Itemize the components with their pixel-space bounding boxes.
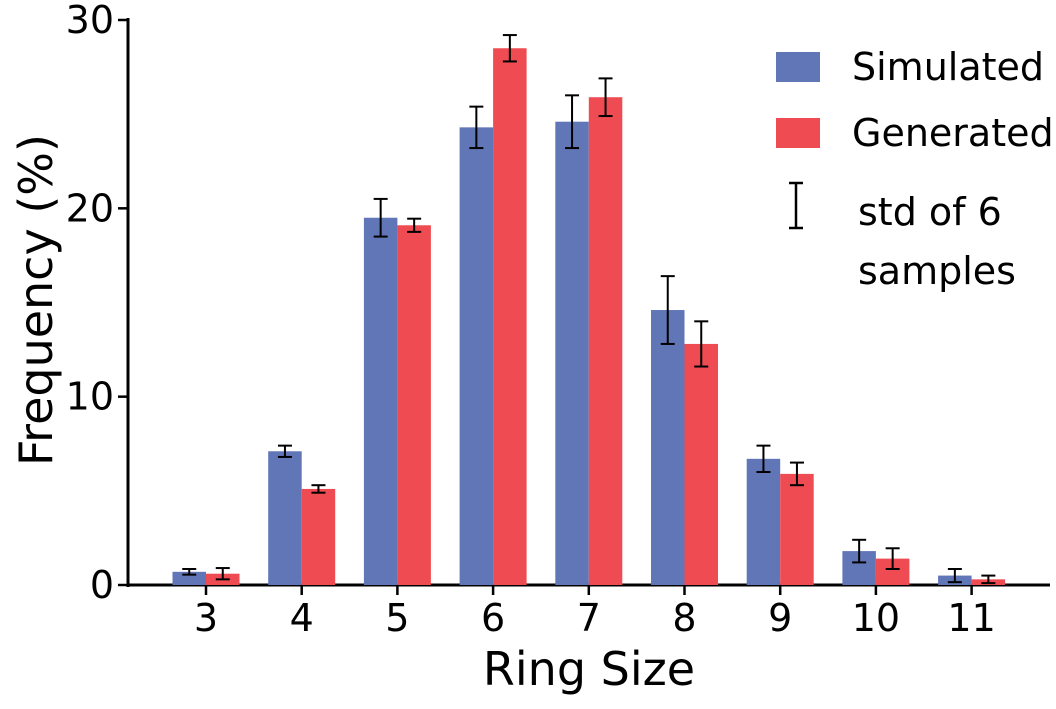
legend-errorbar-label-line2: samples bbox=[858, 249, 1016, 293]
bar-generated-4 bbox=[301, 488, 336, 585]
x-tick-label-3: 3 bbox=[194, 596, 218, 640]
x-tick-label-4: 4 bbox=[290, 596, 314, 640]
errorbar-simulated-3 bbox=[182, 567, 197, 576]
errorbar-generated-4 bbox=[311, 484, 326, 494]
errorbar-simulated-6 bbox=[469, 105, 484, 150]
errorbar-generated-5 bbox=[407, 217, 422, 233]
bar-generated-6 bbox=[493, 48, 527, 585]
errorbar-generated-10 bbox=[885, 547, 900, 570]
y-tick-label-20: 20 bbox=[66, 186, 114, 230]
y-tick-label-30: 30 bbox=[66, 0, 114, 42]
bar-simulated-6 bbox=[459, 127, 494, 585]
x-tick-label-10: 10 bbox=[852, 596, 900, 640]
errorbar-simulated-10 bbox=[852, 538, 867, 564]
bar-simulated-8 bbox=[651, 310, 685, 585]
errorbar-generated-3 bbox=[215, 567, 230, 581]
legend: Simulated Generated std of 6 samples bbox=[776, 45, 1054, 293]
bars bbox=[172, 48, 1006, 585]
x-axis-title: Ring Size bbox=[483, 642, 695, 696]
legend-swatch-generated bbox=[776, 118, 820, 148]
bar-generated-9 bbox=[780, 473, 814, 585]
errorbar-generated-8 bbox=[694, 320, 709, 368]
x-ticks: 3 4 5 6 7 8 9 10 11 bbox=[194, 585, 996, 640]
errorbar-generated-7 bbox=[598, 77, 613, 118]
errorbar-simulated-7 bbox=[565, 94, 580, 150]
x-tick-label-7: 7 bbox=[577, 596, 601, 640]
x-tick-label-11: 11 bbox=[947, 596, 995, 640]
bar-generated-5 bbox=[397, 225, 431, 585]
x-tick-label-5: 5 bbox=[385, 596, 409, 640]
error-bars bbox=[182, 34, 996, 585]
errorbar-generated-11 bbox=[981, 574, 996, 585]
bar-generated-8 bbox=[684, 343, 718, 585]
x-tick-label-8: 8 bbox=[672, 596, 696, 640]
errorbar-generated-6 bbox=[502, 34, 517, 63]
x-tick-label-9: 9 bbox=[768, 596, 792, 640]
legend-errorbar-label-line1: std of 6 bbox=[858, 190, 1002, 234]
legend-label-generated: Generated bbox=[852, 111, 1054, 155]
errorbar-simulated-8 bbox=[660, 275, 675, 345]
bar-simulated-3 bbox=[172, 571, 206, 585]
y-axis-title: Frequency (%) bbox=[9, 134, 63, 466]
errorbar-generated-9 bbox=[789, 461, 804, 487]
errorbar-simulated-11 bbox=[947, 567, 962, 584]
legend-errorbar-icon bbox=[789, 181, 803, 230]
bar-simulated-7 bbox=[555, 121, 589, 585]
x-tick-label-6: 6 bbox=[481, 596, 505, 640]
bar-simulated-5 bbox=[363, 217, 398, 585]
bar-simulated-4 bbox=[268, 451, 302, 585]
errorbar-simulated-5 bbox=[373, 197, 388, 238]
y-ticks: 0 10 20 30 bbox=[66, 0, 128, 607]
legend-swatch-simulated bbox=[776, 52, 820, 82]
bar-simulated-9 bbox=[746, 458, 781, 585]
legend-label-simulated: Simulated bbox=[852, 45, 1044, 89]
errorbar-simulated-9 bbox=[756, 444, 771, 473]
y-tick-label-0: 0 bbox=[90, 563, 114, 607]
y-tick-label-10: 10 bbox=[66, 375, 114, 419]
bar-generated-7 bbox=[588, 97, 623, 585]
errorbar-simulated-4 bbox=[277, 444, 292, 458]
